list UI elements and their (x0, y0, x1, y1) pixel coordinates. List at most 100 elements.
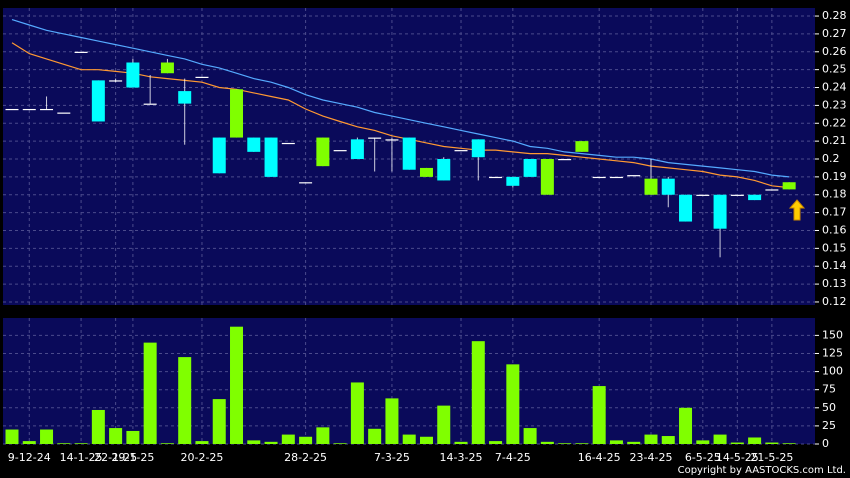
y-tick-label: 0.25 (822, 63, 847, 76)
volume-bar (419, 436, 433, 444)
volume-bar (264, 441, 278, 444)
x-tick-label: 14-1-25 (60, 451, 103, 464)
y-tick-label: 75 (822, 383, 836, 396)
x-tick-label: 23-4-25 (630, 451, 673, 464)
volume-bar (160, 443, 174, 444)
x-tick-label: 29-1-25 (111, 451, 154, 464)
volume-bar (316, 427, 330, 444)
candle-body (91, 80, 105, 122)
y-tick-label: 0.16 (822, 223, 847, 236)
candle-body (696, 194, 710, 196)
y-tick-label: 0.13 (822, 277, 847, 290)
x-tick-label: 20-2-25 (181, 451, 224, 464)
volume-bar (471, 341, 485, 444)
volume-bar (592, 386, 606, 444)
y-tick-label: 0.26 (822, 45, 847, 58)
volume-bar (230, 326, 244, 444)
candle-body (281, 142, 295, 145)
volume-bar (402, 434, 416, 444)
x-tick-label: 28-2-25 (284, 451, 327, 464)
candle-body (765, 189, 779, 191)
x-tick-label: 16-4-25 (578, 451, 621, 464)
candle-body (160, 62, 174, 74)
grid-layer (3, 8, 819, 445)
y-tick-label: 125 (822, 346, 843, 359)
y-tick-label: 0.15 (822, 241, 847, 254)
candle-body (368, 137, 382, 139)
candle-body (644, 178, 658, 195)
moving-average-line (11, 42, 790, 189)
volume-bar (730, 442, 744, 444)
volume-bar (506, 364, 520, 444)
candle-body (782, 182, 796, 190)
volume-bar (74, 443, 88, 444)
candle-body (5, 108, 19, 111)
x-tick-label: 22-1-25 (94, 451, 137, 464)
volume-bar (91, 409, 105, 444)
y-tick-label: 0.19 (822, 170, 847, 183)
copyright: Copyright by AASTOCKS.com Ltd. (678, 465, 846, 476)
volume-bar (575, 443, 589, 444)
volume-bar (644, 434, 658, 444)
y-tick-label: 0.17 (822, 206, 847, 219)
candle-body (126, 62, 140, 88)
candle-body (575, 141, 589, 152)
y-tick-label: 0.28 (822, 9, 847, 22)
volume-bar (627, 441, 641, 444)
volume-bar (178, 357, 192, 444)
y-tick-label: 0 (822, 437, 829, 450)
moving-average-line (11, 19, 790, 178)
candle-body (178, 91, 192, 104)
volume-bar (437, 405, 451, 444)
volume-bar (22, 441, 36, 444)
y-tick-label: 25 (822, 419, 836, 432)
volume-bar (765, 442, 779, 444)
volume-bar (368, 428, 382, 444)
x-tick-label: 7-3-25 (374, 451, 410, 464)
candle-body (385, 139, 399, 141)
volume-bar (385, 398, 399, 444)
volume-bar (5, 429, 19, 444)
x-tick-label: 14-3-25 (440, 451, 483, 464)
volume-panel (3, 318, 815, 444)
candle-body (195, 76, 209, 78)
y-tick-label: 0.22 (822, 116, 847, 129)
candle-body (489, 176, 503, 179)
volume-bar (454, 441, 468, 444)
x-tick-label: 7-4-25 (495, 451, 531, 464)
y-tick-label: 50 (822, 401, 836, 414)
candle-body (350, 139, 364, 160)
candle-body (454, 150, 468, 152)
volume-bar (143, 342, 157, 444)
candle-body (558, 159, 572, 161)
marks-layer (5, 19, 796, 444)
volume-bar (523, 428, 537, 444)
candle-body (74, 51, 88, 53)
volume-bar (713, 434, 727, 444)
candle-body (730, 194, 744, 196)
candle-body (247, 137, 261, 152)
candle-body (22, 108, 36, 111)
y-tick-label: 0.21 (822, 134, 847, 147)
candle-body (40, 108, 54, 111)
candle-body (679, 194, 693, 222)
y-tick-label: 150 (822, 328, 843, 341)
volume-bar (40, 429, 54, 444)
y-tick-label: 0.12 (822, 295, 847, 308)
candle-body (57, 112, 71, 114)
candle-body (540, 159, 554, 195)
candle-body (437, 159, 451, 181)
candle-body (506, 176, 520, 186)
candle-body (627, 175, 641, 177)
volume-bar (247, 440, 261, 444)
y-tick-label: 0.27 (822, 27, 847, 40)
x-tick-label: 9-12-24 (8, 451, 51, 464)
volume-bar (489, 441, 503, 444)
x-tick-label: 6-5-25 (685, 451, 721, 464)
y-tick-label: 0.14 (822, 259, 847, 272)
candle-body (212, 137, 226, 174)
candle-body (592, 176, 606, 179)
candle-body (419, 167, 433, 177)
candle-body (230, 89, 244, 138)
candle-body (316, 137, 330, 167)
